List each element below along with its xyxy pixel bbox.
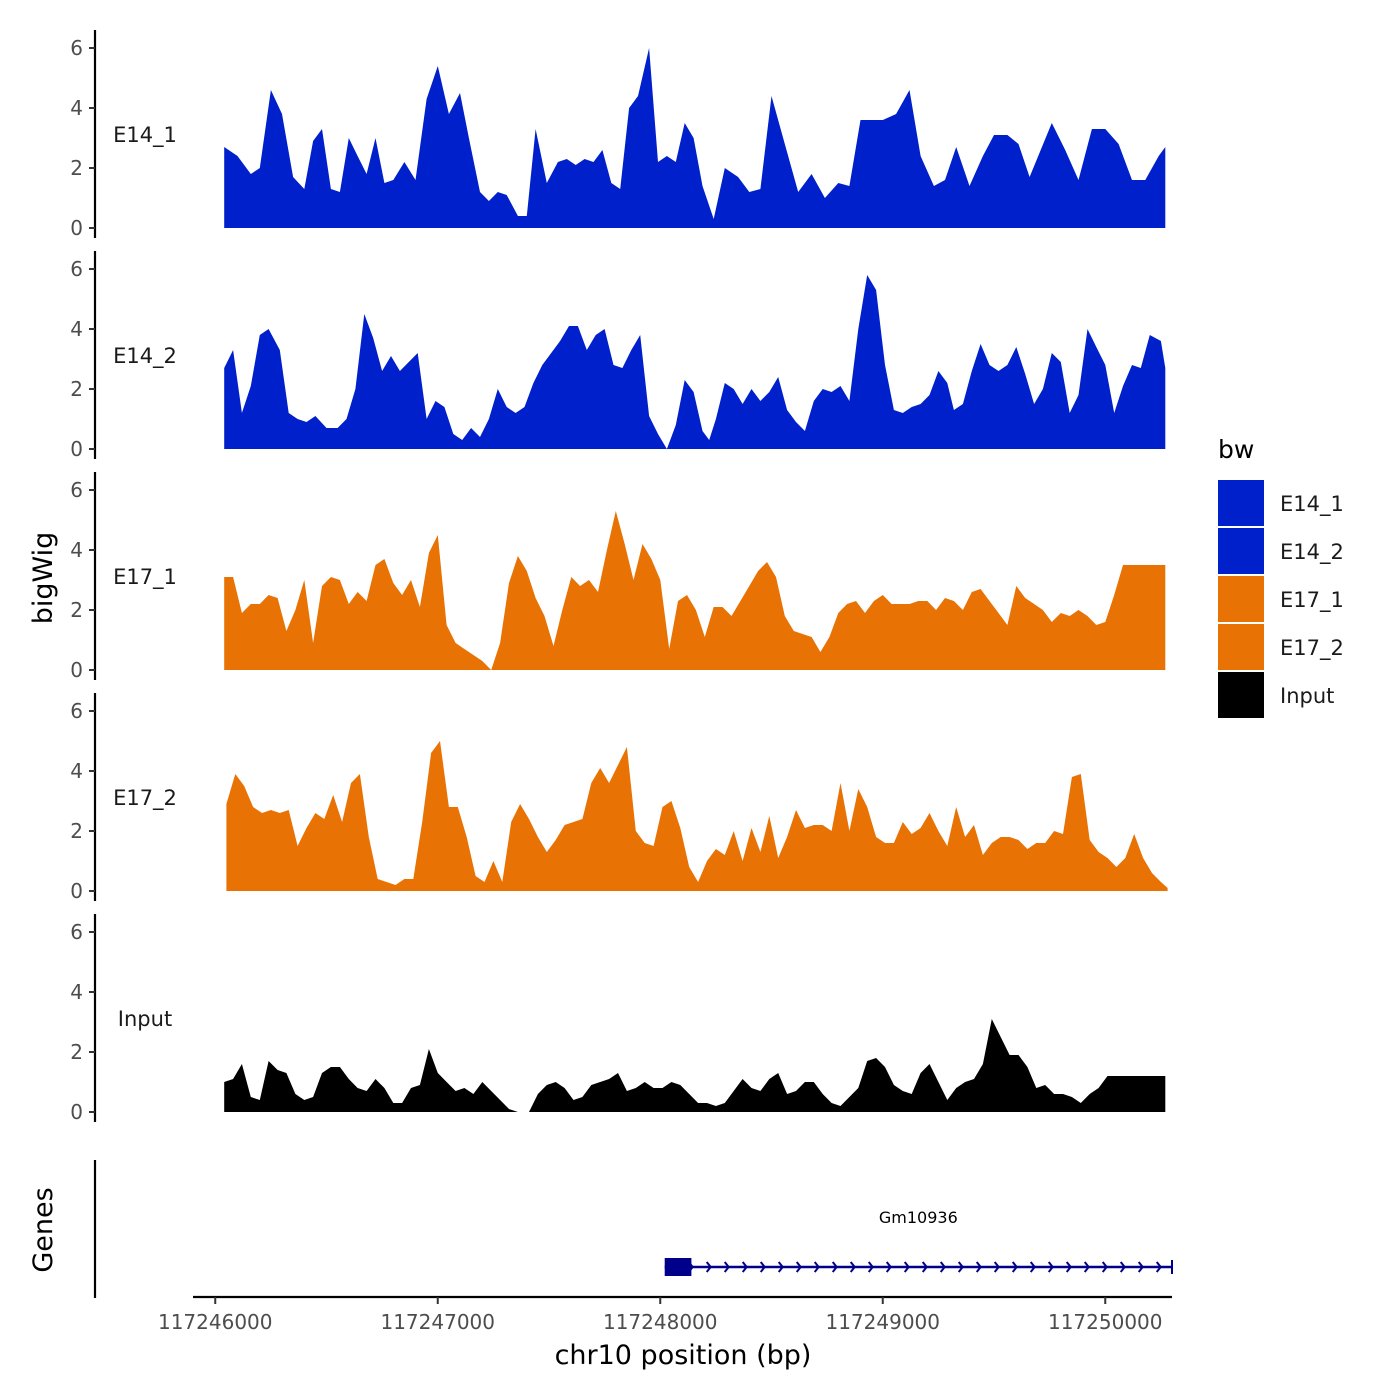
track-label: E14_1 xyxy=(113,123,177,148)
x-axis: 117246000 117247000 117248000 117249000 1172… xyxy=(158,1295,1172,1334)
strand-arrow-icon xyxy=(777,1261,784,1273)
strand-arrow-icon xyxy=(795,1261,802,1273)
track-label: E17_2 xyxy=(113,786,177,811)
coverage-area-e14-2 xyxy=(224,275,1166,449)
strand-arrow-icon xyxy=(759,1261,766,1273)
strand-arrow-icon xyxy=(849,1261,856,1273)
y-tick-label: 4 xyxy=(70,980,83,1004)
y-tick-label: 2 xyxy=(70,156,83,180)
y-tick-label: 6 xyxy=(70,36,83,60)
coverage-area-e17-2 xyxy=(226,741,1168,891)
gene-name-label: Gm10936 xyxy=(879,1208,958,1227)
legend-swatch xyxy=(1218,576,1264,622)
y-tick-label: 0 xyxy=(70,437,83,461)
y-tick-label: 6 xyxy=(70,920,83,944)
strand-arrow-icon xyxy=(1137,1261,1144,1273)
legend: bw E14_1 E14_2 E17_1 E17_2 Input xyxy=(1218,435,1344,718)
strand-arrow-icon xyxy=(1083,1261,1090,1273)
strand-arrow-icon xyxy=(723,1261,730,1273)
gene-model: Gm10936 xyxy=(664,1208,1173,1276)
y-tick-label: 0 xyxy=(70,658,83,682)
genes-panel: Gm10936 xyxy=(93,1160,1173,1298)
legend-swatch xyxy=(1218,528,1264,574)
legend-swatch xyxy=(1218,672,1264,718)
y-tick-label: 0 xyxy=(70,216,83,240)
y-axis-title: bigWig xyxy=(28,532,59,625)
strand-arrow-icon xyxy=(1155,1261,1162,1273)
legend-label: E14_2 xyxy=(1280,540,1344,565)
track-e17-2: 0 2 4 6 E17_2 xyxy=(70,693,1168,903)
strand-arrow-icon xyxy=(867,1261,874,1273)
y-tick-label: 4 xyxy=(70,538,83,562)
strand-arrow-icon xyxy=(957,1261,964,1273)
strand-arrow-icon xyxy=(813,1261,820,1273)
y-tick-label: 2 xyxy=(70,819,83,843)
y-tick-label: 2 xyxy=(70,598,83,622)
y-tick-label: 4 xyxy=(70,96,83,120)
y-tick-label: 2 xyxy=(70,1040,83,1064)
gene-exon xyxy=(664,1258,692,1276)
legend-label: Input xyxy=(1280,684,1334,708)
x-tick-label: 117250000 xyxy=(1048,1310,1163,1334)
track-label: E17_1 xyxy=(113,565,177,590)
x-tick-label: 117247000 xyxy=(380,1310,495,1334)
track-e14-2: 0 2 4 6 E14_2 xyxy=(70,251,1166,461)
legend-item-e14-1: E14_1 xyxy=(1218,480,1344,526)
strand-arrow-icon xyxy=(885,1261,892,1273)
strand-arrow-icon xyxy=(975,1261,982,1273)
strand-arrow-icon xyxy=(1029,1261,1036,1273)
strand-arrow-icon xyxy=(903,1261,910,1273)
coverage-area-input xyxy=(224,1019,1166,1112)
x-tick-label: 117248000 xyxy=(603,1310,718,1334)
y-tick-label: 0 xyxy=(70,1100,83,1124)
tracks-layer: 0 2 4 6 E14_1 0 2 4 6 E14_2 0 2 4 6 E17_1 0 2 4 6 E17_2 0 2 4 6… xyxy=(70,30,1168,1124)
x-tick-label: 117246000 xyxy=(158,1310,273,1334)
strand-arrow-icon xyxy=(921,1261,928,1273)
legend-title: bw xyxy=(1218,435,1254,464)
track-e14-1: 0 2 4 6 E14_1 xyxy=(70,30,1166,240)
y-tick-label: 6 xyxy=(70,257,83,281)
track-label: Input xyxy=(118,1007,172,1031)
legend-swatch xyxy=(1218,624,1264,670)
genes-panel-title: Genes xyxy=(28,1187,59,1272)
y-tick-label: 6 xyxy=(70,478,83,502)
legend-label: E17_1 xyxy=(1280,588,1344,613)
strand-arrow-icon xyxy=(1119,1261,1126,1273)
x-axis-title: chr10 position (bp) xyxy=(555,1340,812,1371)
legend-label: E14_1 xyxy=(1280,492,1344,517)
strand-arrow-icon xyxy=(741,1261,748,1273)
y-tick-label: 4 xyxy=(70,759,83,783)
x-tick-label: 117249000 xyxy=(825,1310,940,1334)
coverage-area-e17-1 xyxy=(224,511,1166,670)
track-e17-1: 0 2 4 6 E17_1 xyxy=(70,472,1166,682)
legend-swatch xyxy=(1218,480,1264,526)
strand-arrow-icon xyxy=(993,1261,1000,1273)
strand-arrow-icon xyxy=(1047,1261,1054,1273)
legend-item-e14-2: E14_2 xyxy=(1218,528,1344,574)
strand-arrow-icon xyxy=(939,1261,946,1273)
legend-item-input: Input xyxy=(1218,672,1334,718)
y-tick-label: 0 xyxy=(70,879,83,903)
y-tick-label: 2 xyxy=(70,377,83,401)
coverage-area-e14-1 xyxy=(224,48,1166,228)
strand-arrow-icon xyxy=(1065,1261,1072,1273)
legend-item-e17-2: E17_2 xyxy=(1218,624,1344,670)
strand-arrow-icon xyxy=(1101,1261,1108,1273)
track-input: 0 2 4 6 Input xyxy=(70,914,1166,1124)
strand-arrow-icon xyxy=(831,1261,838,1273)
legend-label: E17_2 xyxy=(1280,636,1344,661)
legend-item-e17-1: E17_1 xyxy=(1218,576,1344,622)
y-tick-label: 4 xyxy=(70,317,83,341)
strand-arrow-icon xyxy=(705,1261,712,1273)
track-label: E14_2 xyxy=(113,344,177,369)
y-tick-label: 6 xyxy=(70,699,83,723)
strand-arrow-icon xyxy=(1011,1261,1018,1273)
